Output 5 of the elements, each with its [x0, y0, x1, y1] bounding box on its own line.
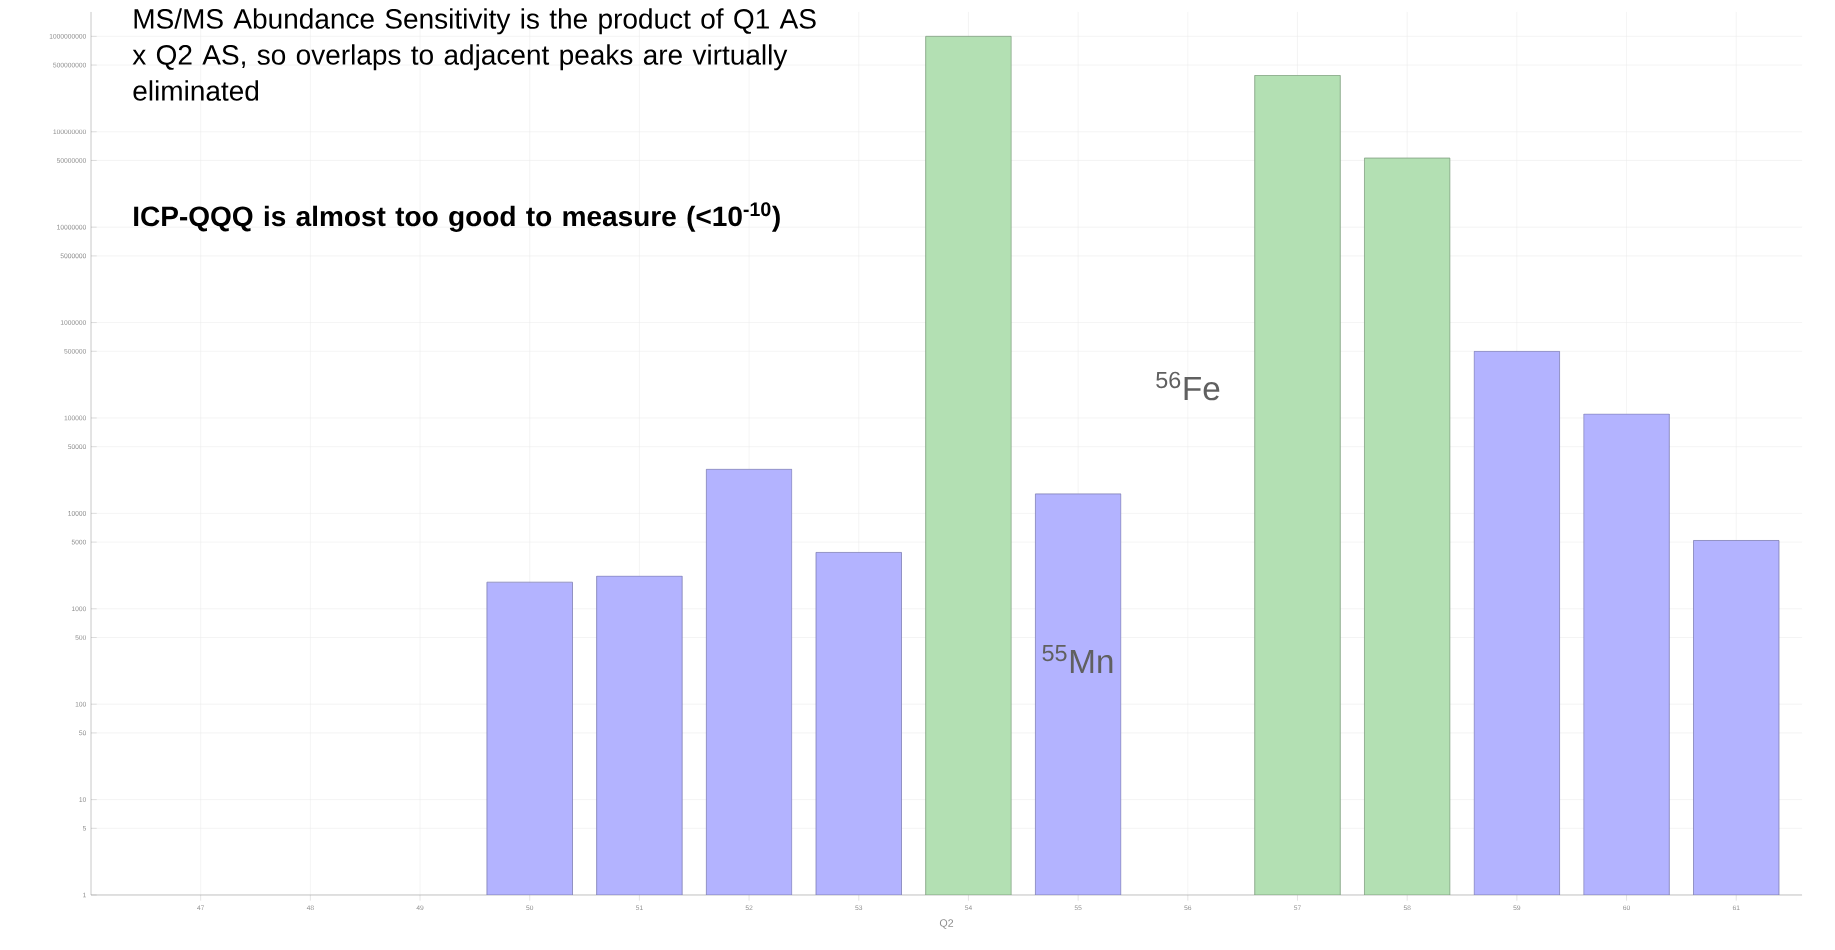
annotation: $^{56}$Fe	[1156, 371, 1220, 401]
x-axis-title: Q2	[939, 919, 954, 929]
annotation: ICP-QQQ is almost too good to measure (<10$^{-10}$)	[134, 202, 780, 232]
annotation: $^{55}$Mn	[1042, 644, 1113, 674]
annotation: MS/MS Abundance Sensitivity is the product of Q1 AS x Q2 AS, so overlaps to adjacent peaks are virtually eliminated	[132, 8, 816, 101]
